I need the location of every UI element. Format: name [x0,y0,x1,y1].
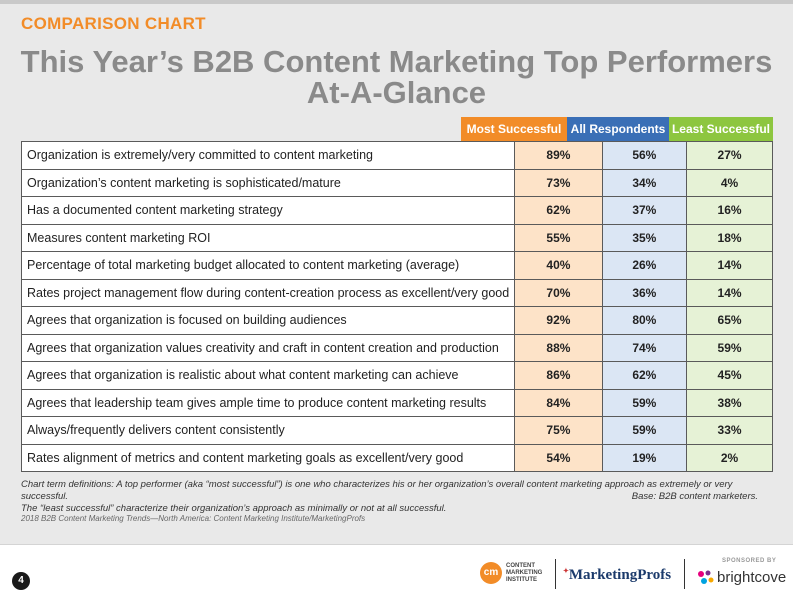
marketingprofs-mark-icon: ✦ [563,567,569,575]
value-least-successful: 16% [686,196,773,225]
value-least-successful: 38% [686,388,773,417]
value-least-successful: 45% [686,361,773,390]
value-least-successful: 14% [686,251,773,280]
value-all-respondents: 35% [601,223,688,252]
value-least-successful: 14% [686,278,773,307]
table-row: Always/frequently delivers content consi… [20,416,773,445]
sponsored-by-label: SPONSORED BY [722,558,777,564]
footer-divider [555,559,556,589]
table-row: Organization’s content marketing is soph… [20,168,773,197]
table-row: Agrees that organization is realistic ab… [20,361,773,390]
marketingprofs-text: MarketingProfs [568,567,672,583]
value-most-successful: 40% [514,251,603,280]
value-least-successful: 4% [686,168,773,197]
value-least-successful: 27% [686,141,773,170]
column-header-least-successful: Least Successful [669,117,773,141]
comparison-table: Organization is extremely/very committed… [20,141,773,472]
page-number: 4 [12,572,30,590]
table-row: Has a documented content marketing strat… [20,196,773,225]
value-least-successful: 18% [686,223,773,252]
row-label: Measures content marketing ROI [20,223,516,252]
cmi-logo-icon: cm [480,562,502,584]
row-label: Organization is extremely/very committed… [20,141,516,170]
value-all-respondents: 80% [601,306,688,335]
table-row: Percentage of total marketing budget all… [20,251,773,280]
row-label: Has a documented content marketing strat… [20,196,516,225]
value-most-successful: 54% [514,443,603,472]
value-all-respondents: 36% [601,278,688,307]
table-row: Organization is extremely/very committed… [20,141,773,170]
table-row: Rates project management flow during con… [20,278,773,307]
brightcove-text: brightcove [717,569,787,586]
row-label: Percentage of total marketing budget all… [20,251,516,280]
section-label: COMPARISON CHART [21,14,206,33]
marketingprofs-logo: ✦MarketingProfs [563,567,671,584]
definitions-line-1: Chart term definitions: A top performer … [21,479,733,502]
value-all-respondents: 59% [601,416,688,445]
row-label: Agrees that organization values creativi… [20,333,516,362]
value-most-successful: 86% [514,361,603,390]
value-all-respondents: 59% [601,388,688,417]
value-least-successful: 2% [686,443,773,472]
row-label: Rates alignment of metrics and content m… [20,443,516,472]
value-all-respondents: 62% [601,361,688,390]
row-label: Organization’s content marketing is soph… [20,168,516,197]
cmi-text-line-1: CONTENT [506,563,535,569]
value-most-successful: 88% [514,333,603,362]
brightcove-dots-icon [698,570,714,584]
value-all-respondents: 19% [601,443,688,472]
top-bar [0,0,793,4]
value-least-successful: 59% [686,333,773,362]
title-line-1: This Year’s B2B Content Marketing Top Pe… [20,44,773,79]
value-all-respondents: 26% [601,251,688,280]
value-most-successful: 75% [514,416,603,445]
definitions-line-2: The “least successful” characterize thei… [21,503,447,514]
table-row: Rates alignment of metrics and content m… [20,443,773,472]
value-all-respondents: 37% [601,196,688,225]
value-all-respondents: 34% [601,168,688,197]
source-note: 2018 B2B Content Marketing Trends—North … [21,514,366,523]
cmi-logo-text: CONTENT MARKETING INSTITUTE [506,563,556,584]
value-all-respondents: 56% [601,141,688,170]
value-least-successful: 33% [686,416,773,445]
value-most-successful: 73% [514,168,603,197]
value-all-respondents: 74% [601,333,688,362]
base-note: Base: B2B content marketers. [631,491,758,502]
table-row: Agrees that organization values creativi… [20,333,773,362]
column-header-all-respondents: All Respondents [567,117,669,141]
row-label: Agrees that leadership team gives ample … [20,388,516,417]
row-label: Agrees that organization is realistic ab… [20,361,516,390]
row-label: Rates project management flow during con… [20,278,516,307]
value-least-successful: 65% [686,306,773,335]
value-most-successful: 55% [514,223,603,252]
row-label: Always/frequently delivers content consi… [20,416,516,445]
value-most-successful: 92% [514,306,603,335]
value-most-successful: 84% [514,388,603,417]
page-title: This Year’s B2B Content Marketing Top Pe… [0,46,793,108]
column-header-most-successful: Most Successful [461,117,567,141]
table-row: Agrees that organization is focused on b… [20,306,773,335]
table-row: Measures content marketing ROI 55% 35% 18% [20,223,773,252]
value-most-successful: 89% [514,141,603,170]
cmi-text-line-3: INSTITUTE [506,577,537,583]
value-most-successful: 62% [514,196,603,225]
cmi-text-line-2: MARKETING [506,570,543,576]
footer-divider [684,559,685,589]
table-row: Agrees that leadership team gives ample … [20,388,773,417]
footer: 4 cm CONTENT MARKETING INSTITUTE ✦Market… [0,544,793,593]
value-most-successful: 70% [514,278,603,307]
title-line-2: At-A-Glance [306,75,487,110]
chart-definitions: Chart term definitions: A top performer … [21,479,773,515]
row-label: Agrees that organization is focused on b… [20,306,516,335]
